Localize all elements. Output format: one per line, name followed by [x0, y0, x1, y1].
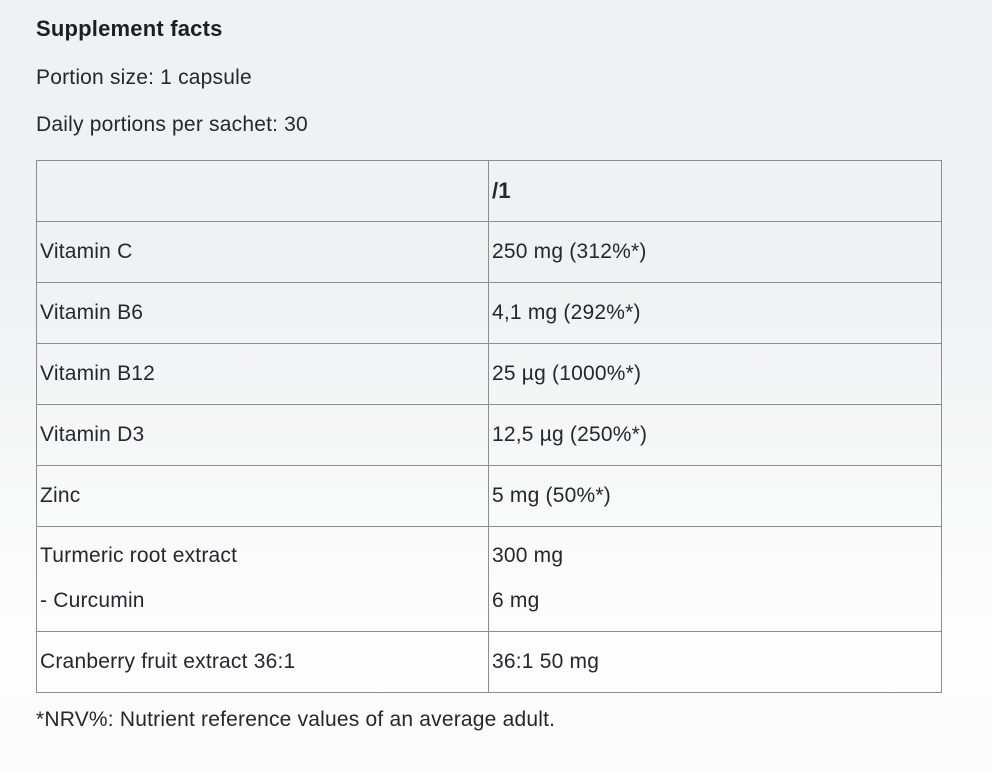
cell-line: 6 mg: [492, 589, 540, 613]
cell-line: 12,5 µg (250%*): [492, 422, 648, 446]
table-row: Turmeric root extract - Curcumin 300 mg 6 m…: [36, 525, 942, 632]
supplement-facts-table: /1 Vitamin C 250 mg (312%*) Vitamin B6 4,1 …: [36, 159, 942, 693]
cell-line: 5 mg (50%*): [492, 483, 611, 507]
cell-line: Vitamin C: [40, 239, 133, 263]
ingredient-cell: Zinc: [36, 464, 489, 527]
table-row: Vitamin D3 12,5 µg (250%*): [36, 403, 942, 466]
cell-line: Vitamin D3: [40, 422, 145, 446]
table-row: Zinc 5 mg (50%*): [36, 464, 942, 527]
table-row: Cranberry fruit extract 36:1 36:1 50 mg: [36, 630, 942, 693]
cell-line: Turmeric root extract: [40, 544, 238, 568]
ingredient-cell: Vitamin D3: [36, 403, 489, 466]
ingredient-cell: Vitamin C: [36, 220, 489, 283]
table-row: Vitamin B6 4,1 mg (292%*): [36, 281, 942, 344]
cell-line: 4,1 mg (292%*): [492, 300, 641, 324]
amount-cell: 12,5 µg (250%*): [488, 403, 942, 466]
amount-cell: 250 mg (312%*): [488, 220, 942, 283]
supplement-facts-section: Supplement facts Portion size: 1 capsule…: [36, 16, 942, 731]
header-per-portion-column: /1: [488, 159, 942, 222]
cell-line: Vitamin B12: [40, 361, 156, 385]
amount-cell: 300 mg 6 mg: [488, 525, 942, 632]
cell-line: 250 mg (312%*): [492, 239, 647, 263]
ingredient-cell: Vitamin B12: [36, 342, 489, 405]
header-ingredient-column: [36, 159, 489, 222]
section-title: Supplement facts: [36, 16, 223, 41]
table-header-row: /1: [36, 159, 942, 222]
cell-line: 36:1 50 mg: [492, 649, 600, 673]
ingredient-cell: Cranberry fruit extract 36:1: [36, 630, 489, 693]
table-row: Vitamin B12 25 µg (1000%*): [36, 342, 942, 405]
amount-cell: 5 mg (50%*): [488, 464, 942, 527]
cell-line: Zinc: [40, 483, 81, 507]
cell-line: Cranberry fruit extract 36:1: [40, 649, 296, 673]
cell-line: - Curcumin: [40, 589, 145, 613]
portion-size-line: Portion size: 1 capsule: [36, 65, 252, 89]
cell-line: Vitamin B6: [40, 300, 144, 324]
amount-cell: 36:1 50 mg: [488, 630, 942, 693]
nrv-footnote: *NRV%: Nutrient reference values of an a…: [36, 707, 556, 731]
table-row: Vitamin C 250 mg (312%*): [36, 220, 942, 283]
amount-cell: 25 µg (1000%*): [488, 342, 942, 405]
ingredient-cell: Vitamin B6: [36, 281, 489, 344]
cell-line: 25 µg (1000%*): [492, 361, 642, 385]
daily-portions-line: Daily portions per sachet: 30: [36, 112, 308, 136]
supplement-table-body: Vitamin C 250 mg (312%*) Vitamin B6 4,1 mg …: [36, 220, 942, 693]
ingredient-cell: Turmeric root extract - Curcumin: [36, 525, 489, 632]
amount-cell: 4,1 mg (292%*): [488, 281, 942, 344]
cell-line: 300 mg: [492, 544, 564, 568]
